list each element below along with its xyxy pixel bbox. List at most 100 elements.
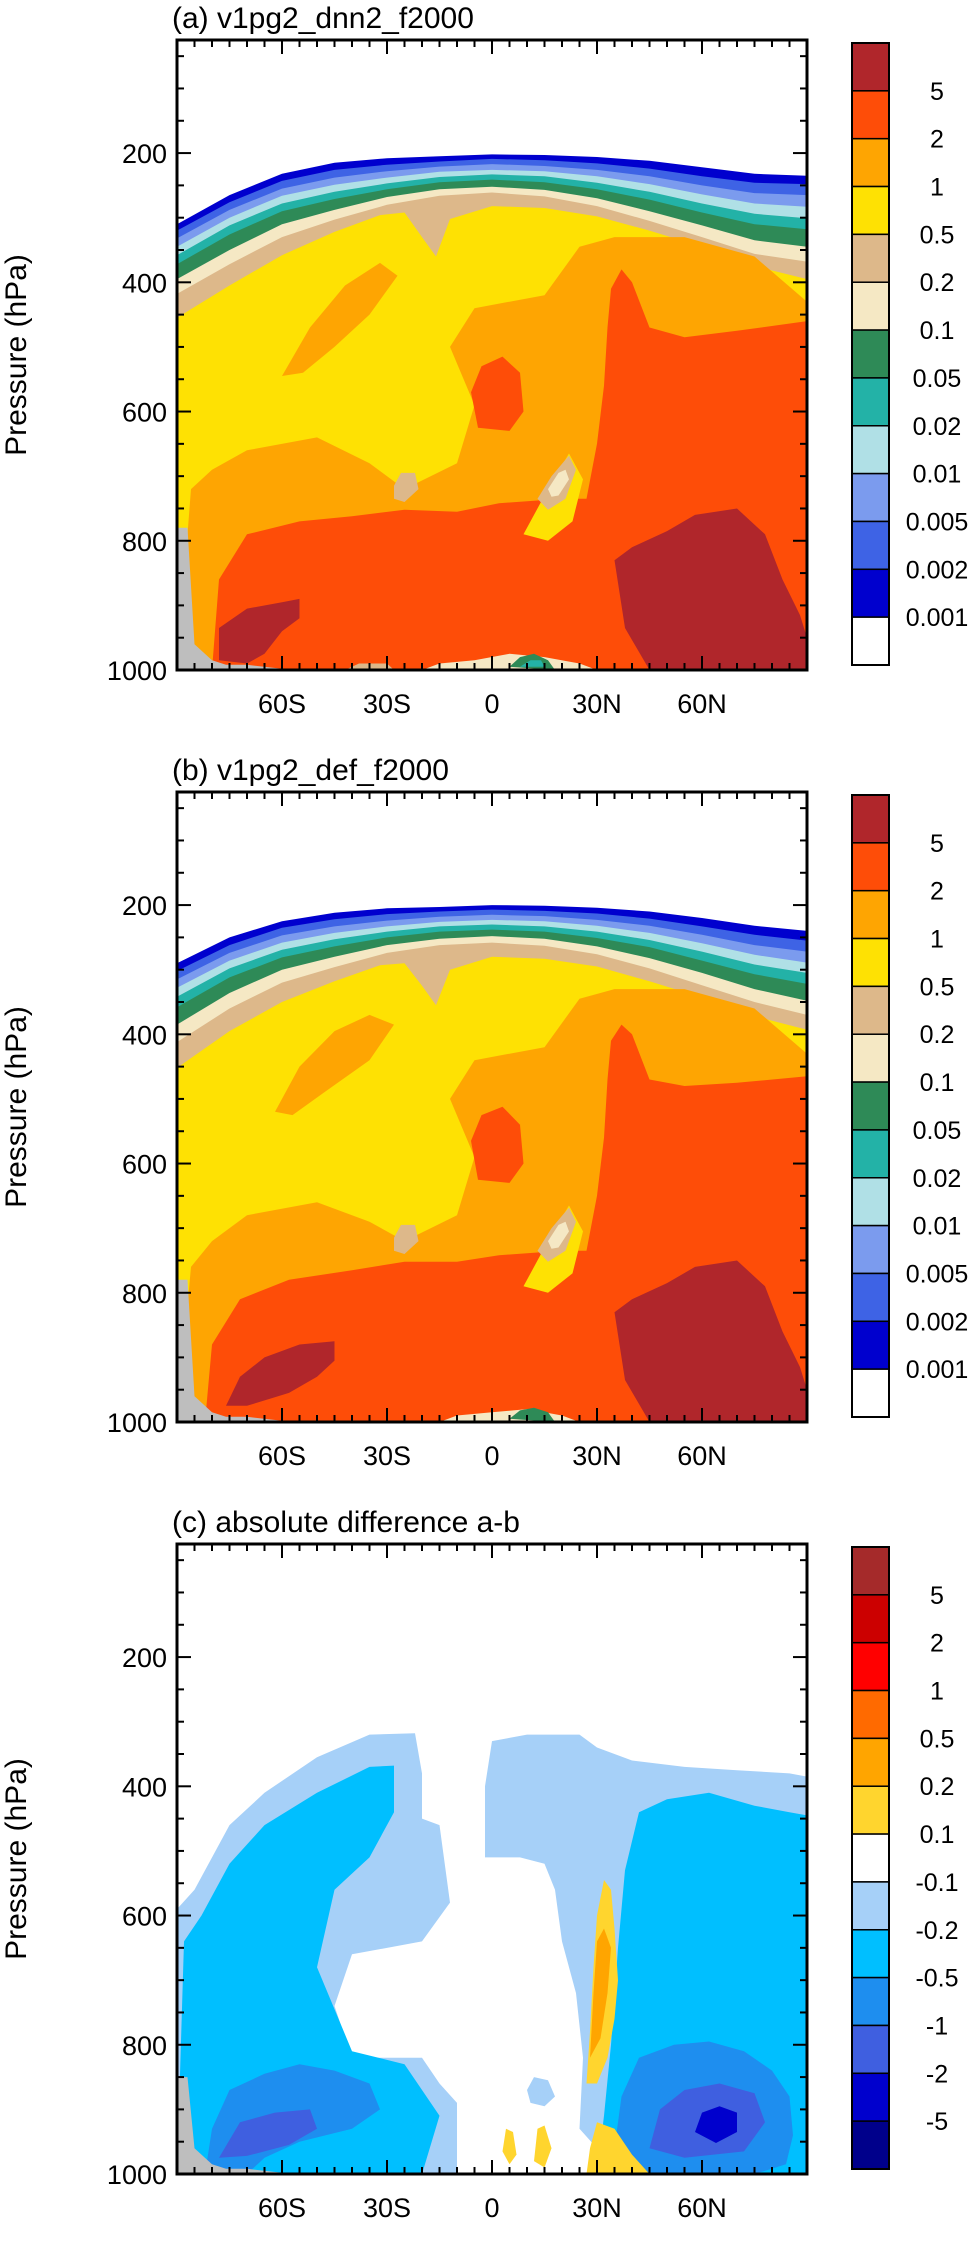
contour-region <box>226 1341 335 1406</box>
x-tick-label: 30S <box>363 689 411 719</box>
colorbar-swatch <box>851 1833 890 1883</box>
colorbar-label: 0.5 <box>920 1725 955 1753</box>
colorbar-swatch <box>851 2120 890 2170</box>
colorbar-swatch <box>851 937 890 988</box>
contour-region <box>614 508 807 670</box>
colorbar-label: 2 <box>930 878 944 906</box>
y-axis-label: Pressure (hPa) <box>0 1758 33 1960</box>
colorbar-label: 0.001 <box>906 1356 969 1384</box>
colorbar-swatch <box>851 1368 890 1418</box>
x-tick-label: 60N <box>677 1441 727 1471</box>
y-tick-label: 800 <box>122 1279 167 1309</box>
colorbar-swatch <box>851 2024 890 2075</box>
panel-title: (a) v1pg2_dnn2_f2000 <box>172 2 474 35</box>
y-tick-label: 1000 <box>107 1408 167 1438</box>
colorbar-label: 1 <box>930 1678 944 1706</box>
y-tick-label: 800 <box>122 2031 167 2061</box>
colorbar: 5 2 1 0.5 0.2 0.1 -0.1 -0.2 -0.5 -1 -2 -5 <box>851 1546 959 2170</box>
colorbar-swatch <box>851 329 890 379</box>
panel-1: (a) v1pg2_dnn2_f2000 200 400 600 800 1000 60S 3… <box>0 2 968 719</box>
colorbar-swatch <box>851 90 890 140</box>
plot-area <box>177 40 807 670</box>
y-tick-label: 600 <box>122 398 167 428</box>
colorbar-swatch <box>851 1272 890 1323</box>
colorbar-label: -0.1 <box>915 1869 958 1897</box>
colorbar-label: 1 <box>930 174 944 202</box>
colorbar-swatch <box>851 1546 890 1596</box>
colorbar-swatch <box>851 1129 890 1179</box>
colorbar-label: -1 <box>926 2012 948 2040</box>
colorbar-label: 0.5 <box>920 221 955 249</box>
y-axis-label: Pressure (hPa) <box>0 1006 33 1208</box>
colorbar-swatch <box>851 1320 890 1370</box>
x-tick-label: 60S <box>258 2193 306 2223</box>
colorbar-swatch <box>851 1224 890 1275</box>
y-tick-label: 1000 <box>107 2160 167 2190</box>
contour-region <box>695 2106 737 2143</box>
x-tick-label: 0 <box>484 2193 499 2223</box>
colorbar-label: 0.2 <box>920 1773 955 1801</box>
contour-region <box>590 1928 611 2058</box>
colorbar-swatch <box>851 1689 890 1740</box>
contour-region <box>548 469 569 497</box>
colorbar-label: 5 <box>930 78 944 106</box>
contour-region <box>219 598 300 664</box>
colorbar-label: -0.5 <box>915 1965 958 1993</box>
colorbar-label: 5 <box>930 830 944 858</box>
plot-area <box>177 1544 807 2174</box>
surface-mask <box>177 1279 286 1422</box>
colorbar-swatch <box>851 1033 890 1083</box>
colorbar-label: 0.02 <box>913 1165 962 1193</box>
x-tick-label: 0 <box>484 689 499 719</box>
panel-3: (c) absolute difference a-b 200 400 600 800 1… <box>0 1506 959 2223</box>
y-tick-label: 600 <box>122 1902 167 1932</box>
contour-region <box>275 1014 394 1116</box>
contour-region <box>614 1260 807 1422</box>
y-tick-label: 400 <box>122 1020 167 1050</box>
colorbar-swatch <box>851 1976 890 2027</box>
colorbar-swatch <box>851 2072 890 2122</box>
y-tick-label: 600 <box>122 1150 167 1180</box>
colorbar-label: 2 <box>930 126 944 154</box>
x-tick-label: 30S <box>363 2193 411 2223</box>
colorbar-swatch <box>851 985 890 1035</box>
colorbar-swatch <box>851 137 890 188</box>
plot-area <box>177 792 807 1422</box>
colorbar-swatch <box>851 520 890 571</box>
colorbar-label: 0.01 <box>913 461 962 489</box>
colorbar-swatch <box>851 1881 890 1931</box>
x-tick-label: 60S <box>258 1441 306 1471</box>
colorbar-frame <box>851 794 890 1418</box>
contour-region <box>548 1221 569 1249</box>
colorbar-label: 5 <box>930 1582 944 1610</box>
contour-region <box>586 2122 650 2174</box>
colorbar-swatch <box>851 1177 890 1227</box>
x-tick-label: 30N <box>572 2193 622 2223</box>
contour-region <box>502 2128 517 2165</box>
colorbar-swatch <box>851 233 890 283</box>
colorbar-swatch <box>851 185 890 236</box>
colorbar-swatch <box>851 1641 890 1692</box>
contour-region <box>471 356 524 431</box>
colorbar-label: -2 <box>926 2060 948 2088</box>
colorbar-swatch <box>851 377 890 427</box>
colorbar: 5 2 1 0.5 0.2 0.1 0.05 0.02 0.01 0.005 0.002 0.001 <box>851 794 969 1418</box>
colorbar-label: 0.002 <box>906 556 969 584</box>
colorbar-swatch <box>851 842 890 892</box>
x-tick-label: 30N <box>572 689 622 719</box>
contour-region <box>177 1765 440 2174</box>
x-tick-label: 60S <box>258 689 306 719</box>
x-tick-label: 30S <box>363 1441 411 1471</box>
contour-region <box>471 1106 524 1183</box>
surface-mask <box>177 2077 286 2174</box>
colorbar-label: 0.5 <box>920 973 955 1001</box>
y-tick-label: 1000 <box>107 656 167 686</box>
y-tick-label: 800 <box>122 527 167 557</box>
colorbar-swatch <box>851 425 890 475</box>
colorbar-frame <box>851 1546 890 2170</box>
colorbar-swatch <box>851 568 890 618</box>
colorbar-label: 0.1 <box>920 1069 955 1097</box>
colorbar-label: -0.2 <box>915 1917 958 1945</box>
colorbar-label: 0.005 <box>906 508 969 536</box>
colorbar-swatch <box>851 1785 890 1835</box>
